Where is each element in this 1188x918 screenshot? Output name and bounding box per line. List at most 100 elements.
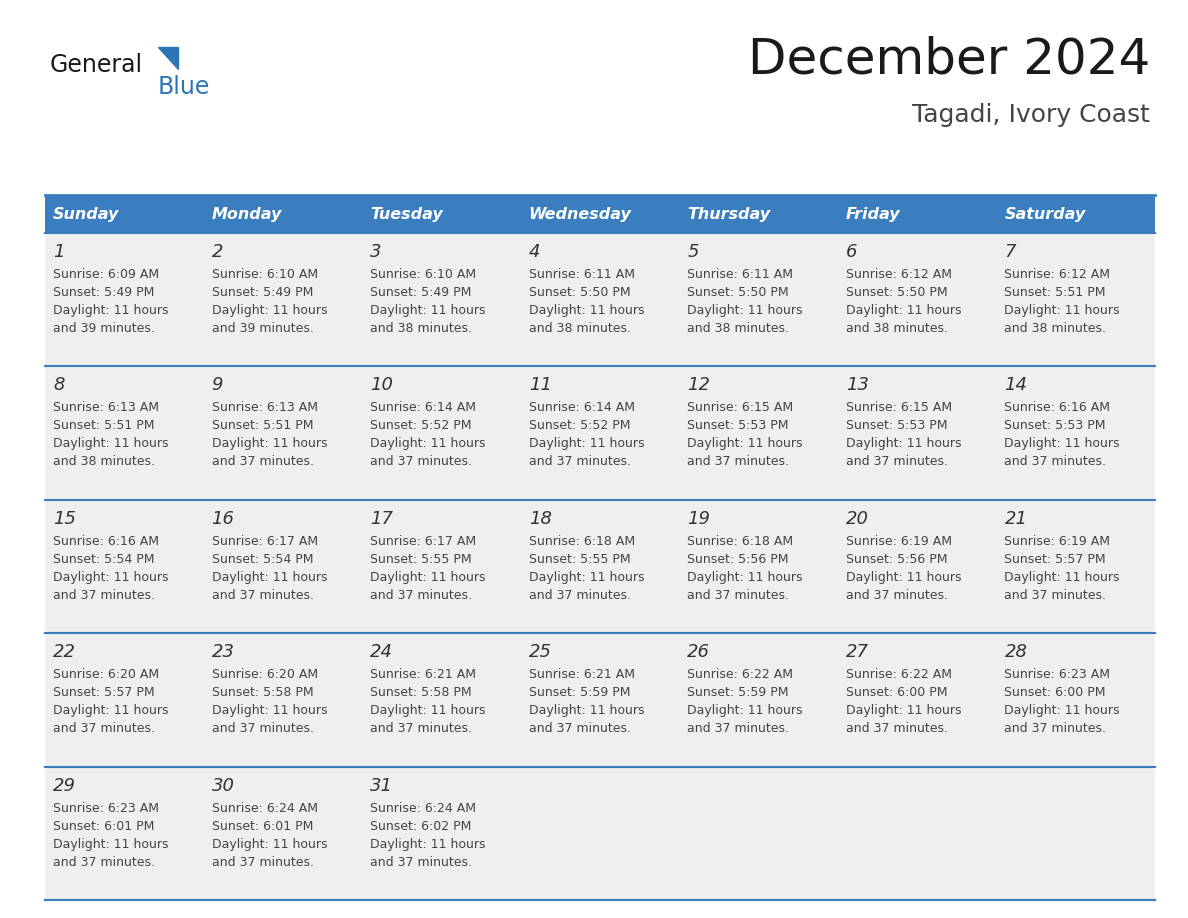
Text: Sunset: 5:55 PM: Sunset: 5:55 PM — [371, 553, 472, 565]
FancyBboxPatch shape — [997, 195, 1155, 233]
FancyBboxPatch shape — [680, 499, 838, 633]
FancyBboxPatch shape — [520, 633, 680, 767]
Text: and 37 minutes.: and 37 minutes. — [529, 455, 631, 468]
FancyBboxPatch shape — [203, 633, 362, 767]
Text: and 39 minutes.: and 39 minutes. — [53, 322, 154, 335]
FancyBboxPatch shape — [838, 366, 997, 499]
Text: and 37 minutes.: and 37 minutes. — [688, 722, 789, 735]
Text: and 37 minutes.: and 37 minutes. — [211, 722, 314, 735]
Text: Monday: Monday — [211, 207, 282, 221]
Text: Wednesday: Wednesday — [529, 207, 632, 221]
Text: Daylight: 11 hours: Daylight: 11 hours — [846, 304, 961, 317]
FancyBboxPatch shape — [362, 195, 520, 233]
FancyBboxPatch shape — [203, 499, 362, 633]
Text: Sunrise: 6:13 AM: Sunrise: 6:13 AM — [53, 401, 159, 414]
FancyBboxPatch shape — [520, 366, 680, 499]
FancyBboxPatch shape — [45, 767, 203, 900]
FancyBboxPatch shape — [362, 767, 520, 900]
Text: Sunrise: 6:22 AM: Sunrise: 6:22 AM — [688, 668, 794, 681]
Text: 15: 15 — [53, 509, 76, 528]
Text: Sunrise: 6:17 AM: Sunrise: 6:17 AM — [371, 535, 476, 548]
Text: and 39 minutes.: and 39 minutes. — [211, 322, 314, 335]
Text: 30: 30 — [211, 777, 234, 795]
Text: Sunset: 5:57 PM: Sunset: 5:57 PM — [1004, 553, 1106, 565]
Text: Daylight: 11 hours: Daylight: 11 hours — [846, 704, 961, 717]
Text: Daylight: 11 hours: Daylight: 11 hours — [529, 704, 644, 717]
Text: Daylight: 11 hours: Daylight: 11 hours — [529, 304, 644, 317]
Text: Sunrise: 6:23 AM: Sunrise: 6:23 AM — [53, 801, 159, 814]
FancyBboxPatch shape — [838, 633, 997, 767]
Text: 18: 18 — [529, 509, 551, 528]
Text: Sunrise: 6:21 AM: Sunrise: 6:21 AM — [529, 668, 634, 681]
Text: Sunrise: 6:19 AM: Sunrise: 6:19 AM — [1004, 535, 1111, 548]
FancyBboxPatch shape — [520, 767, 680, 900]
Text: Daylight: 11 hours: Daylight: 11 hours — [846, 571, 961, 584]
Text: Sunset: 5:50 PM: Sunset: 5:50 PM — [688, 286, 789, 299]
FancyBboxPatch shape — [203, 767, 362, 900]
Text: 31: 31 — [371, 777, 393, 795]
Text: Sunrise: 6:16 AM: Sunrise: 6:16 AM — [1004, 401, 1111, 414]
Text: Sunset: 5:56 PM: Sunset: 5:56 PM — [846, 553, 947, 565]
Text: Blue: Blue — [158, 75, 210, 99]
Text: Sunrise: 6:12 AM: Sunrise: 6:12 AM — [1004, 268, 1111, 281]
Text: Sunrise: 6:18 AM: Sunrise: 6:18 AM — [529, 535, 634, 548]
Text: Sunrise: 6:15 AM: Sunrise: 6:15 AM — [846, 401, 952, 414]
Text: 9: 9 — [211, 376, 223, 395]
Text: Daylight: 11 hours: Daylight: 11 hours — [211, 837, 327, 851]
Text: 4: 4 — [529, 243, 541, 261]
Text: Daylight: 11 hours: Daylight: 11 hours — [688, 304, 803, 317]
Text: and 37 minutes.: and 37 minutes. — [529, 722, 631, 735]
Text: Sunrise: 6:10 AM: Sunrise: 6:10 AM — [371, 268, 476, 281]
Text: Tuesday: Tuesday — [371, 207, 443, 221]
FancyBboxPatch shape — [997, 767, 1155, 900]
Text: Sunset: 5:49 PM: Sunset: 5:49 PM — [211, 286, 312, 299]
Text: 20: 20 — [846, 509, 868, 528]
Text: Sunset: 5:51 PM: Sunset: 5:51 PM — [211, 420, 314, 432]
Text: Daylight: 11 hours: Daylight: 11 hours — [53, 437, 169, 451]
Text: Sunrise: 6:18 AM: Sunrise: 6:18 AM — [688, 535, 794, 548]
Text: and 37 minutes.: and 37 minutes. — [371, 722, 472, 735]
FancyBboxPatch shape — [45, 499, 203, 633]
Text: and 37 minutes.: and 37 minutes. — [211, 856, 314, 868]
Text: Sunrise: 6:13 AM: Sunrise: 6:13 AM — [211, 401, 317, 414]
Text: 10: 10 — [371, 376, 393, 395]
Text: Sunset: 6:00 PM: Sunset: 6:00 PM — [846, 686, 947, 700]
FancyBboxPatch shape — [520, 195, 680, 233]
Text: and 37 minutes.: and 37 minutes. — [211, 455, 314, 468]
Text: 1: 1 — [53, 243, 64, 261]
Text: and 37 minutes.: and 37 minutes. — [1004, 455, 1106, 468]
Text: and 37 minutes.: and 37 minutes. — [688, 588, 789, 602]
Text: and 38 minutes.: and 38 minutes. — [846, 322, 948, 335]
Text: Sunrise: 6:11 AM: Sunrise: 6:11 AM — [529, 268, 634, 281]
Text: Daylight: 11 hours: Daylight: 11 hours — [53, 704, 169, 717]
Text: and 37 minutes.: and 37 minutes. — [1004, 722, 1106, 735]
Text: Daylight: 11 hours: Daylight: 11 hours — [846, 437, 961, 451]
Text: Friday: Friday — [846, 207, 901, 221]
Text: 6: 6 — [846, 243, 858, 261]
Text: Sunset: 5:53 PM: Sunset: 5:53 PM — [846, 420, 947, 432]
Text: Sunrise: 6:17 AM: Sunrise: 6:17 AM — [211, 535, 317, 548]
Polygon shape — [158, 47, 178, 69]
Text: and 37 minutes.: and 37 minutes. — [846, 455, 948, 468]
Text: 16: 16 — [211, 509, 234, 528]
Text: Thursday: Thursday — [688, 207, 770, 221]
FancyBboxPatch shape — [838, 767, 997, 900]
Text: Sunrise: 6:11 AM: Sunrise: 6:11 AM — [688, 268, 794, 281]
Text: Sunrise: 6:15 AM: Sunrise: 6:15 AM — [688, 401, 794, 414]
FancyBboxPatch shape — [45, 195, 203, 233]
Text: Sunrise: 6:10 AM: Sunrise: 6:10 AM — [211, 268, 317, 281]
Text: 3: 3 — [371, 243, 381, 261]
Text: 14: 14 — [1004, 376, 1028, 395]
FancyBboxPatch shape — [680, 767, 838, 900]
Text: Sunset: 5:54 PM: Sunset: 5:54 PM — [53, 553, 154, 565]
Text: and 38 minutes.: and 38 minutes. — [688, 322, 789, 335]
Text: Sunset: 5:51 PM: Sunset: 5:51 PM — [1004, 286, 1106, 299]
FancyBboxPatch shape — [838, 233, 997, 366]
Text: 22: 22 — [53, 644, 76, 661]
Text: Sunset: 5:50 PM: Sunset: 5:50 PM — [529, 286, 631, 299]
FancyBboxPatch shape — [680, 366, 838, 499]
Text: 8: 8 — [53, 376, 64, 395]
Text: Sunset: 5:49 PM: Sunset: 5:49 PM — [371, 286, 472, 299]
Text: Sunset: 5:55 PM: Sunset: 5:55 PM — [529, 553, 631, 565]
Text: Daylight: 11 hours: Daylight: 11 hours — [371, 837, 486, 851]
